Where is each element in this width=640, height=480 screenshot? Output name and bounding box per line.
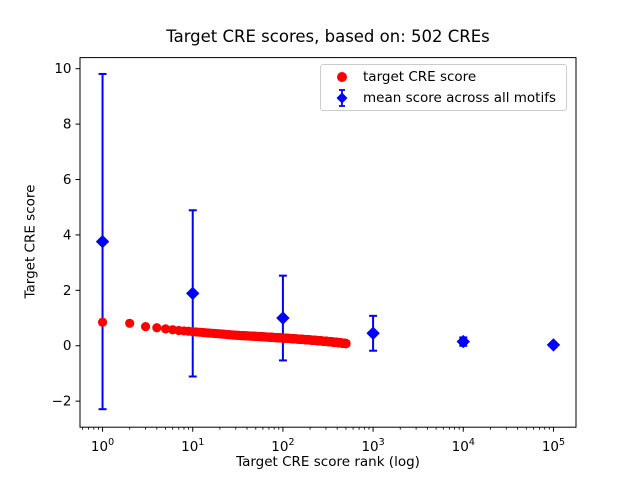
svg-text:103: 103 bbox=[361, 437, 384, 455]
legend-label: mean score across all motifs bbox=[363, 89, 557, 106]
svg-text:101: 101 bbox=[181, 437, 204, 455]
svg-text:4: 4 bbox=[63, 227, 72, 243]
svg-text:104: 104 bbox=[452, 437, 475, 455]
svg-text:100: 100 bbox=[91, 437, 114, 455]
legend-item-mean-score: mean score across all motifs bbox=[321, 88, 566, 109]
y-axis-label: Target CRE score bbox=[22, 184, 39, 299]
svg-text:2: 2 bbox=[63, 283, 72, 299]
chart-title: Target CRE scores, based on: 502 CREs bbox=[166, 27, 490, 46]
svg-text:8: 8 bbox=[63, 117, 72, 133]
svg-text:105: 105 bbox=[542, 437, 565, 455]
legend-item-target-score: target CRE score bbox=[321, 67, 566, 88]
circle-marker-icon bbox=[321, 72, 363, 83]
svg-text:−2: −2 bbox=[52, 394, 72, 410]
svg-text:0: 0 bbox=[63, 338, 72, 354]
legend: target CRE score mean score across all m… bbox=[320, 64, 567, 111]
x-axis-label: Target CRE score rank (log) bbox=[236, 454, 420, 470]
svg-text:102: 102 bbox=[271, 437, 294, 455]
legend-label: target CRE score bbox=[363, 69, 477, 86]
svg-text:10: 10 bbox=[54, 61, 71, 77]
diamond-errorbar-marker-icon bbox=[321, 88, 363, 108]
svg-text:6: 6 bbox=[63, 172, 72, 188]
